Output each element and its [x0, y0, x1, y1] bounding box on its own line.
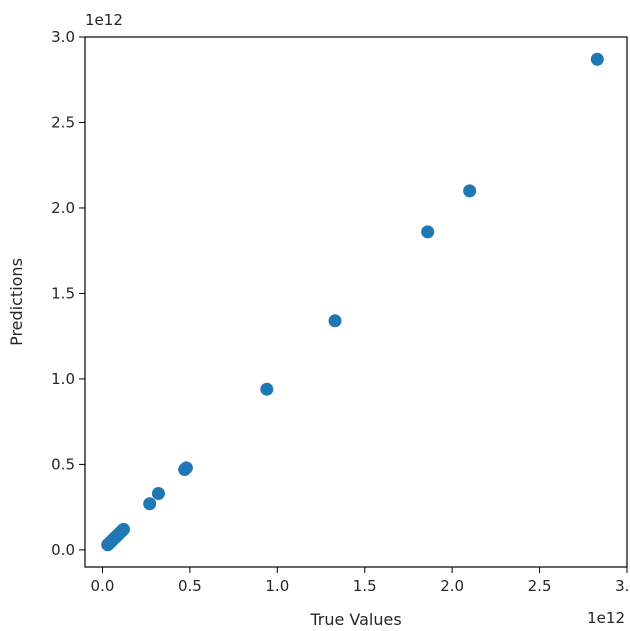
scatter-point [260, 382, 274, 396]
x-tick-label: 1.5 [353, 577, 377, 595]
y-tick-label: 1.5 [51, 284, 75, 302]
y-tick-label: 3.0 [51, 28, 75, 46]
scatter-point [116, 522, 130, 536]
plot-frame [84, 36, 628, 568]
scatter-point [463, 184, 477, 198]
y-tick-label: 0.0 [51, 541, 75, 559]
points-layer [101, 52, 604, 552]
ticks-layer: 0.0 0.5 1.0 1.5 2.0 2.5 3.0 0.0 0.5 1.0 1.5 2.0 2.5 3… [51, 28, 630, 595]
scatter-point [179, 461, 193, 475]
x-tick-label: 2.5 [528, 577, 552, 595]
scatter-point [590, 52, 604, 66]
y-tick-label: 1.0 [51, 370, 75, 388]
scatter-point [143, 497, 157, 511]
y-tick-label: 2.0 [51, 199, 75, 217]
y-tick-label: 0.5 [51, 455, 75, 473]
x-axis-label: True Values [309, 610, 401, 629]
scatter-point [151, 486, 165, 500]
x-offset-label: 1e12 [587, 609, 625, 627]
x-tick-label: 1.0 [265, 577, 289, 595]
y-tick-label: 2.5 [51, 113, 75, 131]
y-offset-label: 1e12 [85, 11, 123, 29]
x-tick-label: 0.5 [178, 577, 202, 595]
x-tick-label: 3.0 [615, 577, 630, 595]
scatter-point [328, 314, 342, 328]
y-axis-label: Predictions [7, 258, 26, 346]
x-tick-label: 2.0 [440, 577, 464, 595]
scatter-point [421, 225, 435, 239]
x-tick-label: 0.0 [91, 577, 115, 595]
